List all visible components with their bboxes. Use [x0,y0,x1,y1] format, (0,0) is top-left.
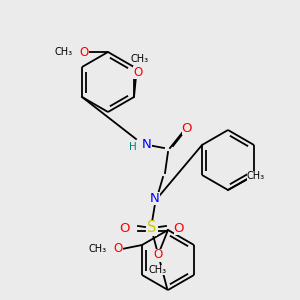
Text: CH₃: CH₃ [149,265,167,275]
Text: O: O [80,46,88,59]
Text: O: O [153,248,163,262]
Text: N: N [150,191,160,205]
Text: CH₃: CH₃ [89,244,107,254]
Text: CH₃: CH₃ [247,171,265,181]
Text: H: H [129,142,137,152]
Text: O: O [134,65,142,79]
Text: N: N [142,139,152,152]
Text: CH₃: CH₃ [55,47,73,57]
Text: S: S [147,220,157,236]
Text: O: O [174,221,184,235]
Text: CH₃: CH₃ [131,54,149,64]
Text: O: O [120,221,130,235]
Text: O: O [113,242,123,256]
Text: O: O [182,122,192,134]
